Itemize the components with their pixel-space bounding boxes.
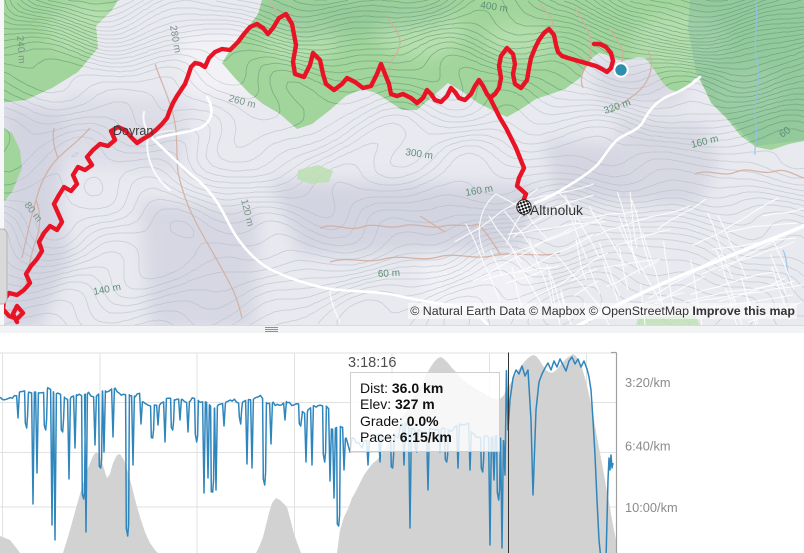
- svg-text:140 m: 140 m: [92, 282, 121, 298]
- svg-text:Doyran: Doyran: [113, 124, 153, 138]
- svg-text:300 m: 300 m: [405, 147, 434, 162]
- svg-text:6:40/km: 6:40/km: [625, 439, 671, 454]
- svg-text:400 m: 400 m: [480, 0, 509, 15]
- svg-text:60 m: 60 m: [378, 268, 401, 280]
- svg-text:160 m: 160 m: [465, 183, 494, 199]
- svg-text:240 m: 240 m: [14, 35, 27, 63]
- svg-text:3:20/km: 3:20/km: [625, 375, 671, 390]
- svg-text:280 m: 280 m: [167, 25, 183, 54]
- svg-text:Altınoluk: Altınoluk: [530, 203, 583, 218]
- svg-text:10:00/km: 10:00/km: [625, 500, 678, 515]
